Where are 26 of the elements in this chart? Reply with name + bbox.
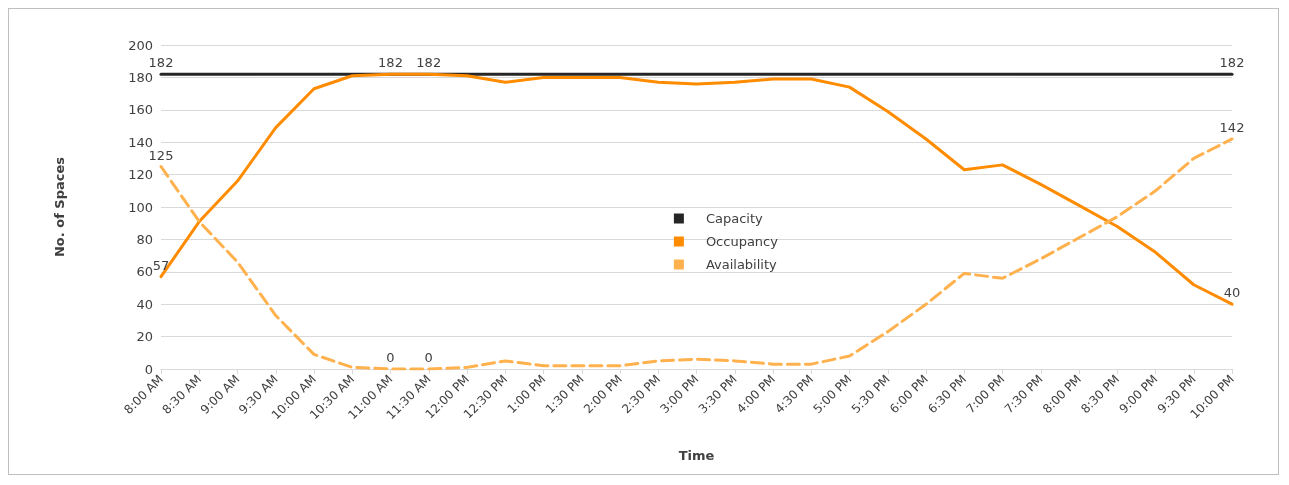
data-label: 142 bbox=[1219, 119, 1245, 135]
y-tick-label: 20 bbox=[136, 329, 153, 345]
data-label: 0 bbox=[386, 350, 395, 365]
data-label: 182 bbox=[148, 55, 174, 71]
data-label: 182 bbox=[1219, 55, 1245, 71]
y-tick-label: 40 bbox=[136, 296, 153, 312]
data-label: 57 bbox=[152, 257, 170, 273]
y-tick-label: 60 bbox=[136, 264, 153, 280]
x-axis-title: Time bbox=[678, 448, 715, 463]
legend-label: Availability bbox=[705, 257, 778, 272]
y-axis-title: No. of Spaces bbox=[52, 156, 67, 258]
data-label: 40 bbox=[1223, 285, 1241, 301]
y-tick-label: 0 bbox=[144, 361, 153, 377]
y-tick-label: 120 bbox=[128, 167, 153, 183]
data-label: 182 bbox=[416, 55, 442, 71]
y-tick-label: 80 bbox=[136, 231, 153, 247]
y-tick-label: 140 bbox=[128, 134, 153, 150]
y-tick-label: 100 bbox=[128, 199, 153, 215]
y-tick-label: 180 bbox=[128, 69, 153, 85]
y-tick-label: 160 bbox=[128, 102, 153, 118]
data-label: 125 bbox=[148, 147, 174, 163]
legend-label: Capacity bbox=[705, 211, 763, 226]
data-label: 0 bbox=[424, 350, 433, 365]
data-label: 182 bbox=[378, 55, 403, 71]
legend-label: Occupancy bbox=[705, 234, 779, 249]
y-tick-label: 200 bbox=[128, 37, 153, 53]
